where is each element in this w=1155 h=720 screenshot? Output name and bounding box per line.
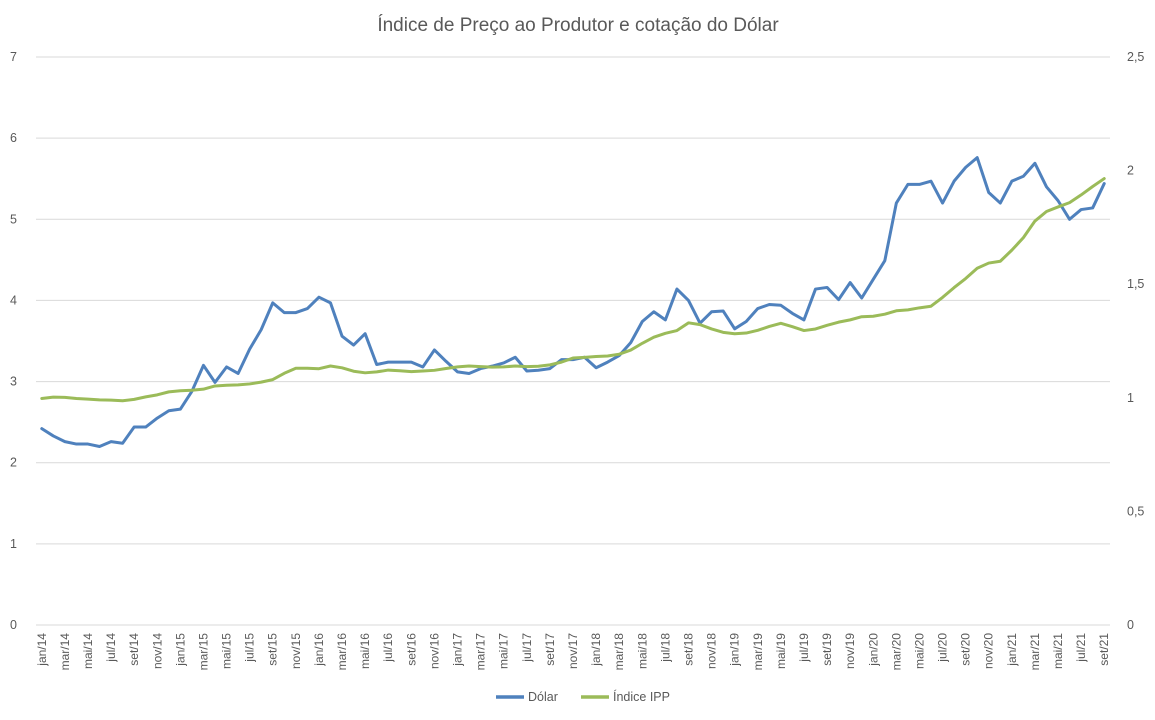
x-tick-label: mar/14 <box>58 633 72 671</box>
x-tick-label: jul/15 <box>243 633 257 663</box>
x-tick-label: jan/16 <box>312 633 326 667</box>
x-tick-label: mai/17 <box>497 633 511 669</box>
chart-title: Índice de Preço ao Produtor e cotação do… <box>377 15 779 36</box>
y-axis-right: 0 0,5 1 1,5 2 2,5 <box>1127 50 1144 632</box>
x-tick-label: nov/14 <box>150 633 164 669</box>
x-tick-label: jan/20 <box>866 633 880 667</box>
x-tick-label: jan/19 <box>728 633 742 667</box>
x-tick-label: mai/20 <box>912 633 926 669</box>
x-tick-label: jul/18 <box>658 633 672 663</box>
series-lines <box>40 156 1106 448</box>
x-tick-label: mai/16 <box>358 633 372 669</box>
x-tick-label: set/17 <box>543 633 557 666</box>
gridlines <box>36 56 1110 626</box>
x-tick-label: set/20 <box>959 633 973 666</box>
y-right-tick-label: 0,5 <box>1127 504 1144 518</box>
x-tick-label: jan/17 <box>451 633 465 667</box>
x-tick-label: jan/18 <box>589 633 603 667</box>
y-left-tick-label: 0 <box>10 618 17 632</box>
x-tick-label: jul/14 <box>104 633 118 663</box>
y-right-tick-label: 1 <box>1127 391 1134 405</box>
x-tick-label: nov/20 <box>982 633 996 669</box>
y-left-tick-label: 6 <box>10 131 17 145</box>
x-tick-label: nov/19 <box>843 633 857 669</box>
y-axis-left: 0 1 2 3 4 5 6 7 <box>10 50 17 632</box>
x-tick-label: mar/20 <box>889 633 903 671</box>
x-tick-label: set/19 <box>820 633 834 666</box>
x-tick-label: nov/18 <box>705 633 719 669</box>
y-left-tick-label: 2 <box>10 456 17 470</box>
y-right-tick-label: 0 <box>1127 618 1134 632</box>
x-tick-label: set/18 <box>681 633 695 666</box>
x-tick-label: mar/15 <box>196 633 210 671</box>
x-tick-label: nov/17 <box>566 633 580 669</box>
y-right-tick-label: 1,5 <box>1127 277 1144 291</box>
series-line-dolar <box>40 156 1106 448</box>
x-tick-label: jul/17 <box>520 633 534 663</box>
x-tick-label: mar/17 <box>474 633 488 671</box>
x-tick-label: mai/15 <box>220 633 234 669</box>
x-tick-label: jan/14 <box>35 633 49 667</box>
x-tick-label: set/16 <box>404 633 418 666</box>
y-right-tick-label: 2 <box>1127 164 1134 178</box>
x-tick-label: jul/21 <box>1074 633 1088 663</box>
y-left-tick-label: 5 <box>10 212 17 226</box>
x-tick-label: set/21 <box>1097 633 1111 666</box>
x-tick-label: set/14 <box>127 633 141 666</box>
x-tick-label: jul/16 <box>381 633 395 663</box>
x-tick-label: mai/21 <box>1051 633 1065 669</box>
x-tick-label: mai/18 <box>635 633 649 669</box>
y-left-tick-label: 4 <box>10 293 17 307</box>
x-tick-label: mar/21 <box>1028 633 1042 671</box>
x-tick-label: jan/15 <box>173 633 187 667</box>
legend-item-dolar-label: Dólar <box>528 690 558 704</box>
x-tick-label: mar/18 <box>612 633 626 671</box>
y-left-tick-label: 7 <box>10 50 17 64</box>
x-tick-label: jan/21 <box>1005 633 1019 667</box>
x-tick-label: set/15 <box>266 633 280 666</box>
x-tick-label: jul/19 <box>797 633 811 663</box>
y-right-tick-label: 2,5 <box>1127 50 1144 64</box>
x-tick-label: mar/19 <box>751 633 765 671</box>
x-tick-label: jul/20 <box>936 633 950 663</box>
x-tick-label: mai/14 <box>81 633 95 669</box>
x-tick-label: mai/19 <box>774 633 788 669</box>
x-tick-label: nov/15 <box>289 633 303 669</box>
x-tick-label: nov/16 <box>427 633 441 669</box>
y-left-tick-label: 1 <box>10 537 17 551</box>
legend: Dólar Índice IPP <box>496 689 670 704</box>
y-left-tick-label: 3 <box>10 375 17 389</box>
series-line-ipp <box>40 177 1106 403</box>
x-axis: jan/14 mar/14 mai/14 jul/14 set/14 nov/14 jan/… <box>35 633 1111 671</box>
x-tick-label: mar/16 <box>335 633 349 671</box>
legend-item-ipp-label: Índice IPP <box>613 689 670 704</box>
